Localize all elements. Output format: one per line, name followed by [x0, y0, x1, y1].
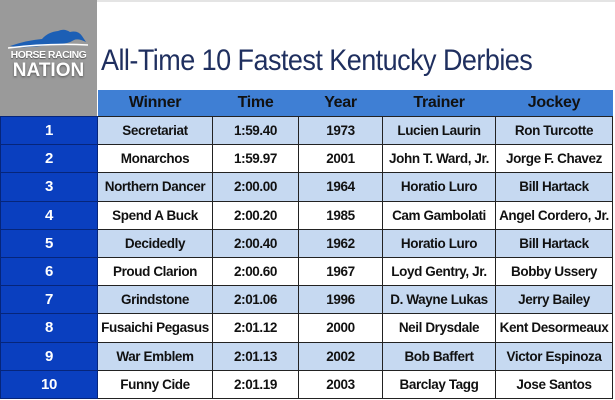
cell-year: 1967 [298, 256, 383, 287]
horse-icon [8, 29, 89, 49]
table-row: 5 Decidedly 2:00.40 1962 Horatio Luro Bill Ha… [0, 228, 613, 258]
cell-time: 2:00.60 [212, 256, 299, 287]
cell-winner: Monarchos [97, 144, 213, 174]
header-winner: Winner [97, 90, 213, 117]
cell-winner: Decidedly [97, 228, 213, 258]
cell-time: 1:59.97 [212, 144, 299, 174]
cell-time: 2:00.20 [212, 200, 299, 230]
cell-rank: 5 [0, 228, 98, 258]
cell-trainer: Horatio Luro [382, 228, 496, 258]
header-year: Year [298, 90, 383, 117]
table-row: 7 Grindstone 2:01.06 1996 D. Wayne Lukas Jerr… [0, 285, 613, 315]
table-row: 10 Funny Cide 2:01.19 2003 Barclay Tagg Jose … [0, 369, 613, 399]
cell-rank: 4 [0, 200, 98, 230]
cell-winner: War Emblem [97, 341, 213, 371]
cell-trainer: Lucien Laurin [382, 115, 496, 146]
cell-rank: 1 [0, 115, 98, 146]
header-time: Time [212, 90, 299, 117]
cell-trainer: Horatio Luro [382, 172, 496, 202]
cell-jockey: Victor Espinoza [495, 341, 613, 371]
cell-year: 1973 [298, 115, 383, 146]
cell-year: 1962 [298, 228, 383, 258]
cell-year: 1985 [298, 200, 383, 230]
cell-trainer: Bob Baffert [382, 341, 496, 371]
cell-winner: Spend A Buck [97, 200, 213, 230]
cell-trainer: Cam Gambolati [382, 200, 496, 230]
cell-winner: Northern Dancer [97, 172, 213, 202]
cell-jockey: Bill Hartack [495, 172, 613, 202]
cell-rank: 2 [0, 144, 98, 174]
cell-winner: Funny Cide [97, 369, 213, 399]
logo-line2: NATION [12, 60, 85, 81]
cell-trainer: Loyd Gentry, Jr. [382, 256, 496, 287]
cell-trainer: D. Wayne Lukas [382, 285, 496, 315]
cell-time: 2:00.00 [212, 172, 299, 202]
horse-racing-nation-logo: HORSE RACING NATION [0, 0, 97, 116]
cell-rank: 10 [0, 369, 98, 399]
cell-jockey: Bill Hartack [495, 228, 613, 258]
cell-rank: 8 [0, 313, 98, 343]
top-divider [97, 0, 615, 2]
cell-year: 2002 [298, 341, 383, 371]
cell-trainer: John T. Ward, Jr. [382, 144, 496, 174]
cell-trainer: Barclay Tagg [382, 369, 496, 399]
header-jockey: Jockey [495, 90, 613, 117]
table-row: 1 Secretariat 1:59.40 1973 Lucien Laurin Ron … [0, 115, 613, 146]
cell-rank: 7 [0, 285, 98, 315]
cell-winner: Grindstone [97, 285, 213, 315]
cell-year: 2000 [298, 313, 383, 343]
cell-time: 2:01.13 [212, 341, 299, 371]
cell-trainer: Neil Drysdale [382, 313, 496, 343]
derbies-table: Winner Time Year Trainer Jockey 1 Secreta… [0, 90, 613, 399]
cell-year: 1996 [298, 285, 383, 315]
cell-time: 1:59.40 [212, 115, 299, 146]
header-blank [1, 90, 98, 117]
table-row: 3 Northern Dancer 2:00.00 1964 Horatio Luro B… [0, 172, 613, 202]
table-row: 4 Spend A Buck 2:00.20 1985 Cam Gambolati Ang… [0, 200, 613, 230]
table-row: 6 Proud Clarion 2:00.60 1967 Loyd Gentry, Jr… [0, 256, 613, 287]
logo-line1: HORSE RACING [10, 49, 87, 61]
cell-time: 2:00.40 [212, 228, 299, 258]
cell-winner: Secretariat [97, 115, 213, 146]
cell-rank: 9 [0, 341, 98, 371]
cell-time: 2:01.19 [212, 369, 299, 399]
cell-rank: 3 [0, 172, 98, 202]
table-row: 9 War Emblem 2:01.13 2002 Bob Baffert Victor … [0, 341, 613, 371]
header-trainer: Trainer [382, 90, 496, 117]
cell-time: 2:01.06 [212, 285, 299, 315]
cell-year: 2003 [298, 369, 383, 399]
cell-jockey: Ron Turcotte [495, 115, 613, 146]
cell-jockey: Angel Cordero, Jr. [495, 200, 613, 230]
cell-jockey: Jose Santos [495, 369, 613, 399]
table-row: 8 Fusaichi Pegasus 2:01.12 2000 Neil Drysdal… [0, 313, 613, 343]
cell-jockey: Jerry Bailey [495, 285, 613, 315]
header-row: Winner Time Year Trainer Jockey [1, 90, 613, 117]
cell-jockey: Bobby Ussery [495, 256, 613, 287]
page-title: All-Time 10 Fastest Kentucky Derbies [101, 44, 533, 77]
cell-year: 2001 [298, 144, 383, 174]
cell-jockey: Kent Desormeaux [495, 313, 613, 343]
cell-time: 2:01.12 [212, 313, 299, 343]
cell-rank: 6 [0, 256, 98, 287]
cell-winner: Proud Clarion [97, 256, 213, 287]
table-row: 2 Monarchos 1:59.97 2001 John T. Ward, Jr. Jo… [0, 144, 613, 174]
cell-winner: Fusaichi Pegasus [97, 313, 213, 343]
cell-year: 1964 [298, 172, 383, 202]
cell-jockey: Jorge F. Chavez [495, 144, 613, 174]
